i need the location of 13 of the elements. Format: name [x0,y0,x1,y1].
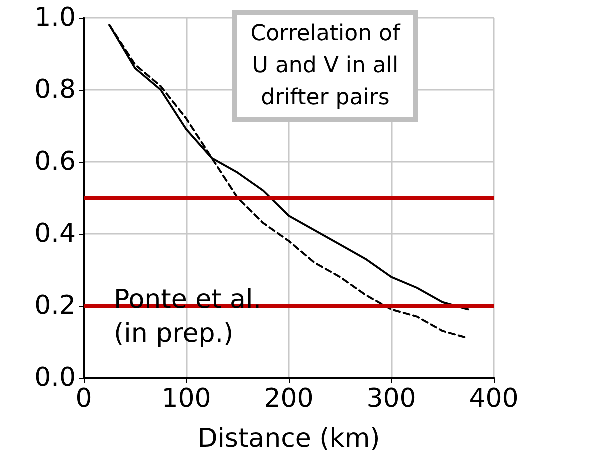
x-tick-label: 300 [366,384,416,414]
x-tick-label: 100 [162,384,212,414]
x-tick-label: 0 [76,384,92,414]
x-tick-label: 400 [469,384,519,414]
y-tick-label: 0.6 [34,147,76,177]
text: Correlation of U and V in all drifter pairs [250,22,402,110]
x-axis-title: Distance (km) [198,424,380,454]
y-tick-label: 0.0 [34,363,76,393]
y-tick-label: 0.4 [34,219,76,249]
y-tick-label: 0.2 [34,291,76,321]
y-tick-label: 0.8 [34,75,76,105]
y-tick-label: 1.0 [34,3,76,33]
x-tick-label: 200 [264,384,314,414]
